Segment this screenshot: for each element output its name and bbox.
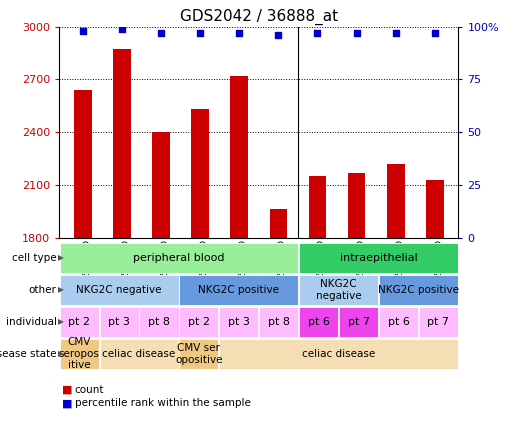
Bar: [99, 339, 179, 369]
Text: other: other: [29, 285, 57, 295]
Point: [79, 28, 87, 35]
Bar: [339, 307, 378, 337]
Text: pt 7: pt 7: [427, 317, 450, 327]
Bar: [299, 243, 458, 273]
Text: percentile rank within the sample: percentile rank within the sample: [75, 398, 251, 408]
Bar: [299, 275, 378, 305]
Bar: [269, 210, 287, 238]
Point: [431, 29, 439, 36]
Text: cell type: cell type: [12, 253, 57, 263]
Bar: [299, 307, 338, 337]
Point: [157, 29, 165, 36]
Bar: [191, 109, 209, 238]
Bar: [60, 307, 99, 337]
Bar: [60, 243, 298, 273]
Point: [118, 25, 126, 32]
Bar: [219, 307, 259, 337]
Bar: [140, 307, 179, 337]
Bar: [219, 339, 458, 369]
Point: [274, 32, 282, 39]
Text: ■: ■: [62, 385, 72, 395]
Bar: [379, 307, 418, 337]
Text: peripheral blood: peripheral blood: [133, 253, 225, 263]
Bar: [60, 339, 99, 369]
Bar: [74, 90, 92, 238]
Text: intraepithelial: intraepithelial: [340, 253, 417, 263]
Bar: [379, 275, 458, 305]
Bar: [230, 76, 248, 238]
Text: pt 7: pt 7: [348, 317, 370, 327]
Bar: [348, 173, 366, 238]
Text: ▶: ▶: [58, 254, 64, 262]
Text: pt 6: pt 6: [388, 317, 409, 327]
Point: [391, 29, 400, 36]
Text: celiac disease: celiac disease: [102, 349, 176, 359]
Text: NKG2C negative: NKG2C negative: [76, 285, 162, 295]
Text: ▶: ▶: [58, 285, 64, 294]
Text: CMV
seropos
itive: CMV seropos itive: [59, 337, 99, 370]
Text: individual: individual: [6, 317, 57, 327]
Bar: [308, 176, 327, 238]
Text: pt 8: pt 8: [148, 317, 170, 327]
Bar: [426, 179, 444, 238]
Bar: [152, 132, 170, 238]
Text: pt 3: pt 3: [108, 317, 130, 327]
Bar: [179, 307, 218, 337]
Text: count: count: [75, 385, 104, 395]
Text: pt 2: pt 2: [68, 317, 90, 327]
Bar: [259, 307, 298, 337]
Point: [235, 29, 244, 36]
Point: [352, 29, 360, 36]
Text: pt 2: pt 2: [188, 317, 210, 327]
Point: [196, 29, 204, 36]
Text: ▶: ▶: [58, 317, 64, 326]
Bar: [60, 275, 179, 305]
Text: ■: ■: [62, 398, 72, 408]
Text: pt 6: pt 6: [308, 317, 330, 327]
Text: disease state: disease state: [0, 349, 57, 359]
Title: GDS2042 / 36888_at: GDS2042 / 36888_at: [180, 9, 338, 25]
Bar: [179, 275, 298, 305]
Bar: [113, 49, 131, 238]
Text: celiac disease: celiac disease: [302, 349, 375, 359]
Bar: [387, 164, 405, 238]
Bar: [179, 339, 218, 369]
Text: pt 3: pt 3: [228, 317, 250, 327]
Text: NKG2C
negative: NKG2C negative: [316, 279, 362, 301]
Text: ▶: ▶: [58, 349, 64, 358]
Text: CMV ser
opositive: CMV ser opositive: [175, 343, 222, 365]
Bar: [99, 307, 139, 337]
Text: NKG2C positive: NKG2C positive: [198, 285, 279, 295]
Text: NKG2C positive: NKG2C positive: [378, 285, 459, 295]
Point: [313, 29, 321, 36]
Text: pt 8: pt 8: [268, 317, 290, 327]
Bar: [419, 307, 458, 337]
